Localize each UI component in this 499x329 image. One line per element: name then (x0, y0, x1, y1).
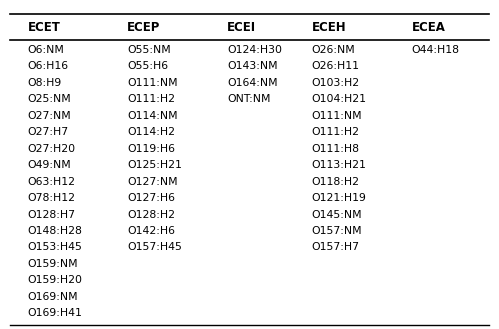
Text: O157:H7: O157:H7 (312, 242, 360, 252)
Text: O78:H12: O78:H12 (27, 193, 75, 203)
Text: O25:NM: O25:NM (27, 94, 71, 104)
Text: O26:NM: O26:NM (312, 45, 356, 55)
Text: O26:H11: O26:H11 (312, 62, 360, 71)
Text: O124:H30: O124:H30 (227, 45, 282, 55)
Text: O27:H20: O27:H20 (27, 144, 75, 154)
Text: O27:NM: O27:NM (27, 111, 71, 121)
Text: O111:H8: O111:H8 (312, 144, 360, 154)
Text: O111:H2: O111:H2 (127, 94, 175, 104)
Text: ECET: ECET (27, 21, 60, 35)
Text: O142:H6: O142:H6 (127, 226, 175, 236)
Text: O157:NM: O157:NM (312, 226, 362, 236)
Text: O6:H16: O6:H16 (27, 62, 68, 71)
Text: O113:H21: O113:H21 (312, 160, 367, 170)
Text: O127:H6: O127:H6 (127, 193, 175, 203)
Text: O159:NM: O159:NM (27, 259, 78, 269)
Text: O148:H28: O148:H28 (27, 226, 82, 236)
Text: ECEA: ECEA (412, 21, 446, 35)
Text: O114:NM: O114:NM (127, 111, 178, 121)
Text: O44:H18: O44:H18 (412, 45, 460, 55)
Text: O6:NM: O6:NM (27, 45, 64, 55)
Text: O119:H6: O119:H6 (127, 144, 175, 154)
Text: O159:H20: O159:H20 (27, 275, 82, 285)
Text: O8:H9: O8:H9 (27, 78, 62, 88)
Text: O49:NM: O49:NM (27, 160, 71, 170)
Text: O145:NM: O145:NM (312, 210, 362, 219)
Text: O127:NM: O127:NM (127, 177, 178, 187)
Text: ECEP: ECEP (127, 21, 161, 35)
Text: O153:H45: O153:H45 (27, 242, 82, 252)
Text: O118:H2: O118:H2 (312, 177, 360, 187)
Text: O128:H2: O128:H2 (127, 210, 175, 219)
Text: ECEH: ECEH (312, 21, 346, 35)
Text: ONT:NM: ONT:NM (227, 94, 270, 104)
Text: O55:NM: O55:NM (127, 45, 171, 55)
Text: O169:H41: O169:H41 (27, 308, 82, 318)
Text: O157:H45: O157:H45 (127, 242, 182, 252)
Text: O125:H21: O125:H21 (127, 160, 182, 170)
Text: O111:H2: O111:H2 (312, 127, 360, 137)
Text: ECEI: ECEI (227, 21, 256, 35)
Text: O164:NM: O164:NM (227, 78, 277, 88)
Text: O103:H2: O103:H2 (312, 78, 360, 88)
Text: O143:NM: O143:NM (227, 62, 277, 71)
Text: O104:H21: O104:H21 (312, 94, 367, 104)
Text: O27:H7: O27:H7 (27, 127, 68, 137)
Text: O128:H7: O128:H7 (27, 210, 75, 219)
Text: O55:H6: O55:H6 (127, 62, 168, 71)
Text: O121:H19: O121:H19 (312, 193, 367, 203)
Text: O114:H2: O114:H2 (127, 127, 175, 137)
Text: O63:H12: O63:H12 (27, 177, 75, 187)
Text: O111:NM: O111:NM (312, 111, 362, 121)
Text: O111:NM: O111:NM (127, 78, 178, 88)
Text: O169:NM: O169:NM (27, 292, 78, 302)
